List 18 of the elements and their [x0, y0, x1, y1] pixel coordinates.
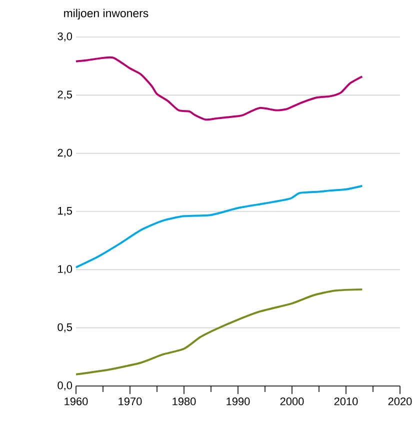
x-tick-label: 1970 — [118, 398, 142, 406]
y-tick-label: 3,0 — [58, 32, 72, 42]
line-series — [75, 288, 364, 376]
y-tick-label: 2,0 — [58, 148, 72, 158]
x-tick-label: 1960 — [64, 398, 88, 406]
y-tick-label: 2,5 — [58, 90, 72, 100]
x-tick-label: 1980 — [172, 398, 196, 406]
y-axis-title: miljoen inwoners — [64, 8, 148, 20]
y-tick-label: 0,5 — [58, 323, 72, 332]
x-tick-label: 2010 — [334, 398, 358, 406]
y-tick-label: 1,0 — [58, 265, 72, 274]
y-tick-label: 1,5 — [58, 207, 72, 216]
x-tick-label: 2020 — [388, 398, 412, 406]
y-tick-label: 0,0 — [58, 381, 72, 391]
x-tick-label: 2000 — [280, 398, 304, 406]
line-series — [75, 56, 364, 121]
x-tick-label: 1990 — [226, 398, 250, 406]
line-series — [75, 184, 364, 268]
